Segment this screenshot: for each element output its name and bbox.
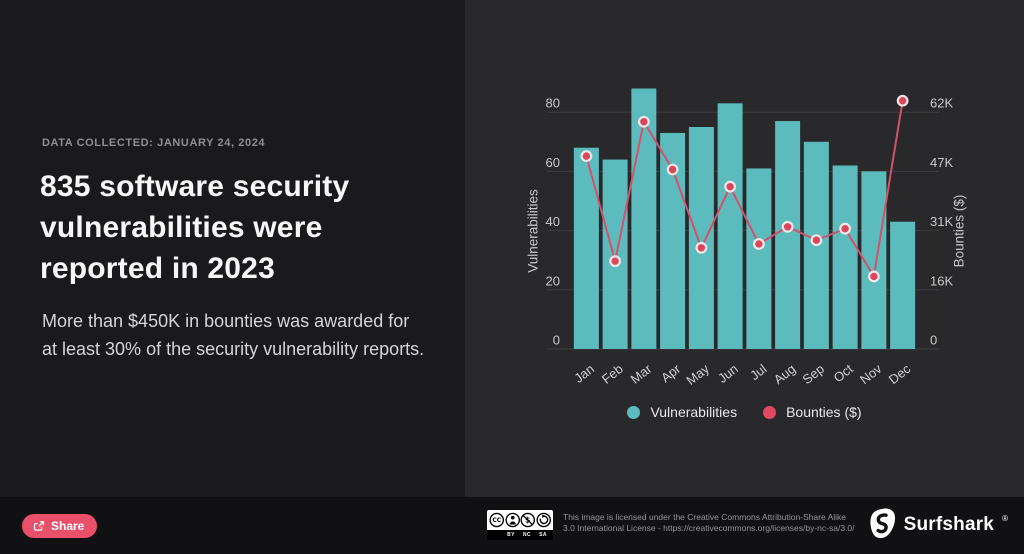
cc-icons: CC $: [487, 510, 553, 530]
cc-nc-dollar-icon: $: [520, 512, 536, 528]
bar-jul: [746, 168, 772, 349]
surfshark-logo: Surfshark ®: [869, 508, 1008, 542]
left-axis-tick-label: 20: [546, 273, 560, 288]
bar-oct: [832, 165, 858, 349]
surfshark-fin-icon: [869, 508, 895, 539]
right-axis-tick-label: 0: [930, 333, 937, 348]
left-axis-title: Vulnerabilities: [526, 189, 541, 273]
bar-nov: [861, 171, 887, 349]
x-tick-label: Jul: [747, 361, 769, 383]
subtitle-line-1: More than $450K in bounties was awarded …: [42, 311, 410, 331]
left-axis-tick-label: 80: [546, 96, 560, 111]
line-point-jan: [580, 150, 593, 163]
title-line-3: reported in 2023: [40, 252, 275, 285]
bounties-dot-icon: [763, 405, 777, 419]
bar-jun: [717, 103, 743, 349]
data-collected-label: DATA COLLECTED: JANUARY 24, 2024: [42, 137, 266, 149]
cc-sa-label: SA: [539, 532, 547, 538]
right-axis-tick-label: 62K: [930, 96, 953, 111]
bar-dec: [890, 221, 916, 349]
registered-mark: ®: [1002, 514, 1008, 523]
share-label: Share: [51, 519, 85, 533]
bar-feb: [602, 159, 628, 349]
line-point-jul: [752, 238, 765, 250]
cc-license-badge: CC $ BY N: [487, 510, 553, 540]
vulnerabilities-bounties-chart: 0 0 20 16K 40 31K 60 47K 80 62K Jan Feb Mar Apr May Jun…: [526, 88, 967, 388]
cc-nc-label: NC: [522, 532, 532, 538]
cc-icon: CC: [489, 512, 505, 528]
line-point-aug: [781, 220, 794, 233]
legend-item-bounties: Bounties ($): [763, 404, 862, 420]
svg-text:CC: CC: [492, 517, 501, 524]
right-axis-tick-label: 47K: [930, 155, 953, 170]
cc-letters: BY NC SA: [487, 530, 553, 540]
bar-mar: [631, 88, 657, 350]
x-tick-label: Nov: [857, 361, 885, 387]
brand-name: Surfshark: [903, 514, 995, 535]
line-point-apr: [666, 163, 679, 176]
line-point-feb: [609, 255, 622, 268]
subtitle-line-2: at least 30% of the security vulnerabili…: [42, 339, 425, 359]
page-subtitle: More than $450K in bounties was awarded …: [42, 307, 462, 363]
x-tick-label: Feb: [599, 361, 626, 387]
bar-aug: [775, 121, 801, 349]
share-icon: [33, 521, 45, 531]
x-tick-label: Oct: [831, 361, 856, 386]
legend-label: Vulnerabilities: [650, 404, 738, 420]
x-tick-label: Jan: [571, 361, 597, 386]
left-axis-tick-label: 0: [553, 333, 560, 348]
cc-sa-arrow-icon: [535, 512, 551, 528]
bar-may: [688, 127, 714, 349]
line-point-may: [695, 241, 708, 254]
license-line-2: 3.0 International License - https://crea…: [563, 523, 855, 533]
line-point-jun: [724, 180, 737, 193]
right-axis-tick-label: 16K: [930, 273, 953, 288]
line-point-mar: [637, 115, 650, 128]
line-point-sep: [810, 234, 823, 247]
x-tick-label: Jun: [715, 361, 741, 386]
page-title: 835 software security vulnerabilities we…: [40, 166, 460, 289]
left-axis-tick-label: 60: [546, 155, 560, 170]
line-point-nov: [867, 270, 880, 283]
x-tick-label: Sep: [800, 361, 827, 387]
bounties-line: [585, 100, 904, 280]
legend-item-vulnerabilities: Vulnerabilities: [627, 404, 737, 420]
x-tick-label: Mar: [628, 361, 655, 387]
x-tick-label: Apr: [658, 361, 684, 386]
left-axis-tick-label: 40: [546, 214, 560, 229]
title-line-2: vulnerabilities were: [40, 211, 323, 244]
right-axis-tick-label: 31K: [930, 214, 953, 229]
right-axis-title: Bounties ($): [952, 195, 967, 268]
title-line-1: 835 software security: [40, 170, 350, 203]
vulnerabilities-dot-icon: [627, 405, 641, 419]
legend-label: Bounties ($): [786, 404, 862, 420]
footer-bar: Share CC $: [0, 497, 1024, 554]
line-point-oct: [839, 222, 852, 235]
x-tick-label: May: [683, 361, 712, 388]
chart-panel: 0 0 20 16K 40 31K 60 47K 80 62K Jan Feb Mar Apr May Jun…: [465, 0, 1024, 497]
cc-by-person-icon: [504, 512, 520, 528]
cc-by-label: BY: [507, 532, 515, 538]
x-tick-label: Aug: [771, 361, 798, 387]
share-button[interactable]: Share: [22, 514, 98, 538]
x-tick-label: Dec: [886, 361, 914, 387]
license-text: This image is licensed under the Creativ…: [563, 512, 855, 534]
text-panel: DATA COLLECTED: JANUARY 24, 2024 835 sof…: [0, 0, 465, 497]
bar-jan: [573, 147, 599, 349]
line-point-dec: [896, 94, 909, 107]
chart-legend: Vulnerabilities Bounties ($): [465, 404, 1024, 420]
license-line-1: This image is licensed under the Creativ…: [563, 512, 846, 522]
